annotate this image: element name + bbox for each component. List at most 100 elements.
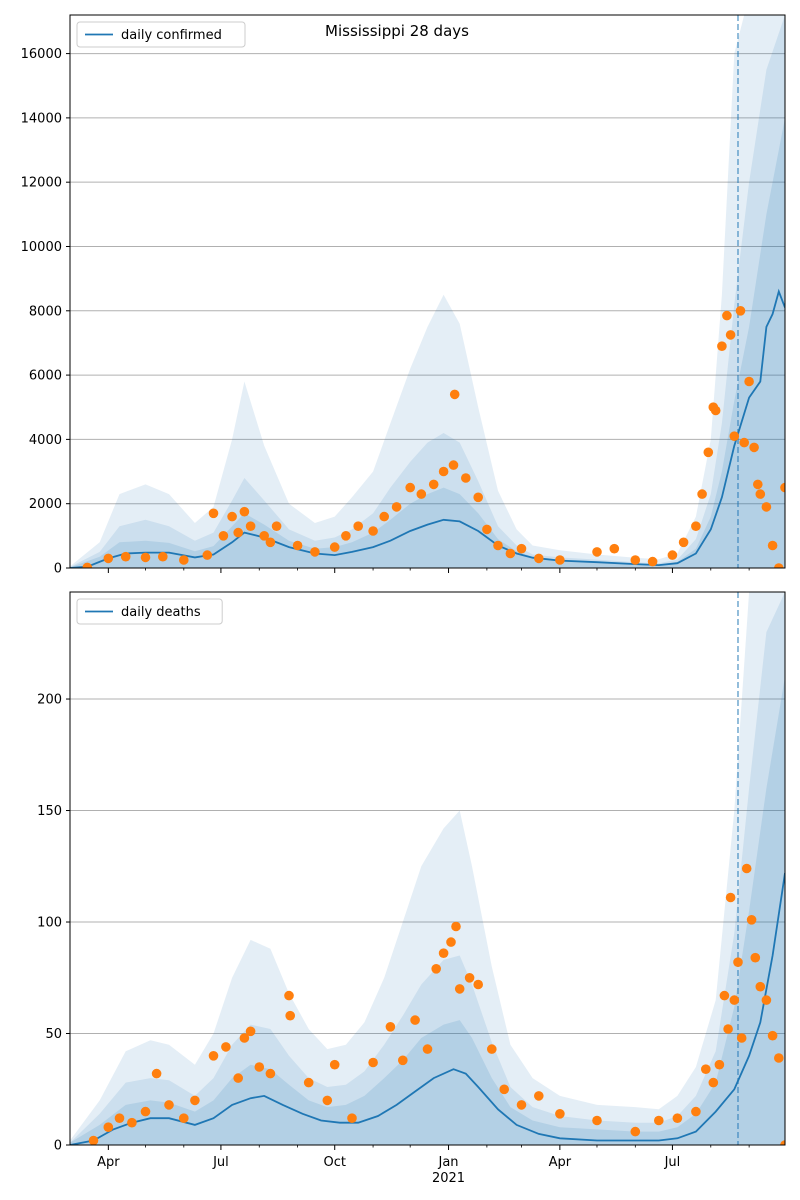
observed-point (647, 556, 658, 567)
observed-point (292, 540, 303, 551)
legend: daily confirmed (76, 21, 246, 48)
plot-area (70, 592, 785, 1145)
observed-point (416, 489, 427, 499)
observed-point (88, 1135, 99, 1145)
observed-point (710, 405, 721, 416)
observed-point (422, 1044, 433, 1054)
observed-point (368, 1057, 378, 1068)
observed-point (254, 1062, 265, 1072)
uncertainty-band-mid (70, 592, 785, 1145)
x-tick-label: Oct (323, 1155, 345, 1170)
y-tick-label: 0 (54, 562, 62, 577)
observed-point (368, 526, 378, 536)
observed-point (353, 521, 364, 531)
observed-point (103, 553, 114, 564)
observed-point (202, 550, 213, 560)
observed-point (341, 531, 351, 541)
observed-point (761, 502, 772, 512)
observed-point (717, 341, 727, 352)
y-tick-label: 4000 (29, 433, 62, 448)
observed-point (482, 524, 492, 535)
observed-point (464, 973, 475, 983)
observed-point (151, 1068, 162, 1079)
observed-point (697, 489, 707, 499)
legend: daily deaths (76, 598, 223, 625)
x-tick-label: Apr (549, 1155, 572, 1170)
observed-point (265, 1068, 276, 1079)
observed-point (755, 981, 766, 992)
observed-point (761, 995, 772, 1005)
observed-point (555, 1109, 565, 1119)
y-tick-label: 16000 (21, 47, 62, 62)
observed-point (310, 547, 320, 557)
observed-point (451, 921, 461, 932)
figure-title: Mississippi 28 days (325, 22, 469, 40)
observed-point (729, 431, 740, 442)
observed-point (592, 1115, 602, 1126)
observed-point (691, 1106, 701, 1117)
observed-point (391, 502, 402, 512)
observed-point (609, 543, 620, 554)
observed-point (461, 473, 471, 483)
observed-point (736, 1033, 747, 1043)
observed-point (630, 555, 641, 565)
observed-point (329, 542, 340, 552)
observed-point (739, 437, 749, 448)
observed-point (534, 1091, 544, 1101)
observed-point (780, 482, 785, 493)
observed-point (493, 540, 503, 551)
observed-point (431, 964, 442, 974)
observed-point (708, 1077, 719, 1088)
observed-point (449, 389, 460, 400)
observed-point (473, 979, 484, 990)
observed-point (654, 1115, 664, 1126)
observed-point (179, 555, 189, 565)
observed-point (750, 952, 761, 963)
axes-frame (69, 591, 786, 1146)
observed-point (271, 521, 282, 531)
observed-point (438, 948, 449, 958)
observed-point (233, 1073, 243, 1083)
observed-point (103, 1122, 114, 1132)
observed-point (158, 551, 168, 562)
observed-point (284, 990, 294, 1001)
legend-label: daily confirmed (121, 28, 222, 43)
observed-point (259, 531, 270, 541)
observed-point (398, 1055, 408, 1066)
y-tick-label: 0 (54, 1139, 62, 1154)
observed-point (774, 563, 784, 568)
observed-point (735, 306, 746, 316)
observed-point (265, 537, 276, 548)
observed-point (744, 376, 754, 387)
observed-point (667, 550, 678, 560)
observed-point (82, 562, 93, 568)
y-tick-label: 150 (37, 804, 62, 819)
observed-point (208, 1051, 219, 1061)
x-tick-label: Jan (438, 1155, 459, 1170)
observed-point (714, 1059, 725, 1070)
observed-point (555, 555, 565, 565)
observed-point (239, 1033, 250, 1043)
observed-point (746, 915, 757, 925)
observed-point (120, 551, 131, 562)
observed-point (722, 310, 732, 321)
observed-point (691, 521, 701, 531)
observed-point (725, 892, 736, 903)
observed-point (534, 553, 544, 564)
observed-point (303, 1077, 314, 1088)
observed-point (127, 1117, 137, 1128)
observed-point (140, 552, 151, 563)
axes-frame (69, 14, 786, 569)
observed-point (385, 1022, 396, 1032)
observed-point (405, 482, 416, 493)
observed-point (672, 1113, 683, 1123)
observed-point (428, 479, 439, 490)
observed-point (227, 511, 237, 522)
observed-point (190, 1095, 200, 1106)
y-tick-label: 200 (37, 693, 62, 708)
observed-point (774, 1053, 784, 1063)
observed-point (410, 1015, 420, 1025)
observed-point (438, 466, 449, 477)
observed-point (753, 479, 763, 490)
